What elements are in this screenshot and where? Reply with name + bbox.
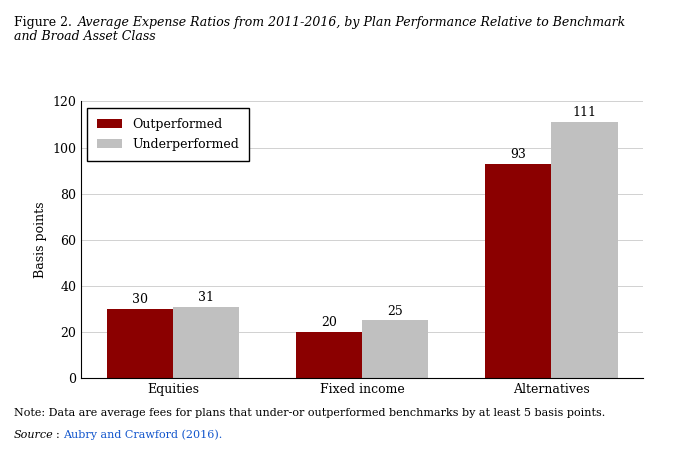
Text: Figure 2.: Figure 2. bbox=[14, 16, 75, 29]
Text: Aubry and Crawford (2016).: Aubry and Crawford (2016). bbox=[63, 430, 222, 440]
Text: Source: Source bbox=[14, 430, 53, 440]
Bar bbox=[107, 309, 173, 378]
Bar bbox=[362, 320, 429, 378]
Bar bbox=[551, 122, 617, 378]
Legend: Outperformed, Underperformed: Outperformed, Underperformed bbox=[87, 108, 249, 161]
Text: 30: 30 bbox=[132, 293, 148, 306]
Text: 31: 31 bbox=[198, 291, 214, 304]
Text: 20: 20 bbox=[321, 316, 337, 329]
Text: Note: Data are average fees for plans that under-or outperformed benchmarks by a: Note: Data are average fees for plans th… bbox=[14, 408, 605, 418]
Text: :: : bbox=[56, 430, 63, 440]
Bar bbox=[485, 164, 551, 378]
Y-axis label: Basis points: Basis points bbox=[34, 201, 47, 278]
Text: and Broad Asset Class: and Broad Asset Class bbox=[14, 30, 155, 43]
Bar bbox=[173, 307, 239, 378]
Text: Average Expense Ratios from 2011-2016, by Plan Performance Relative to Benchmark: Average Expense Ratios from 2011-2016, b… bbox=[78, 16, 626, 29]
Text: 25: 25 bbox=[387, 305, 403, 318]
Text: 93: 93 bbox=[510, 148, 526, 161]
Text: 111: 111 bbox=[573, 106, 596, 119]
Bar bbox=[296, 332, 362, 378]
